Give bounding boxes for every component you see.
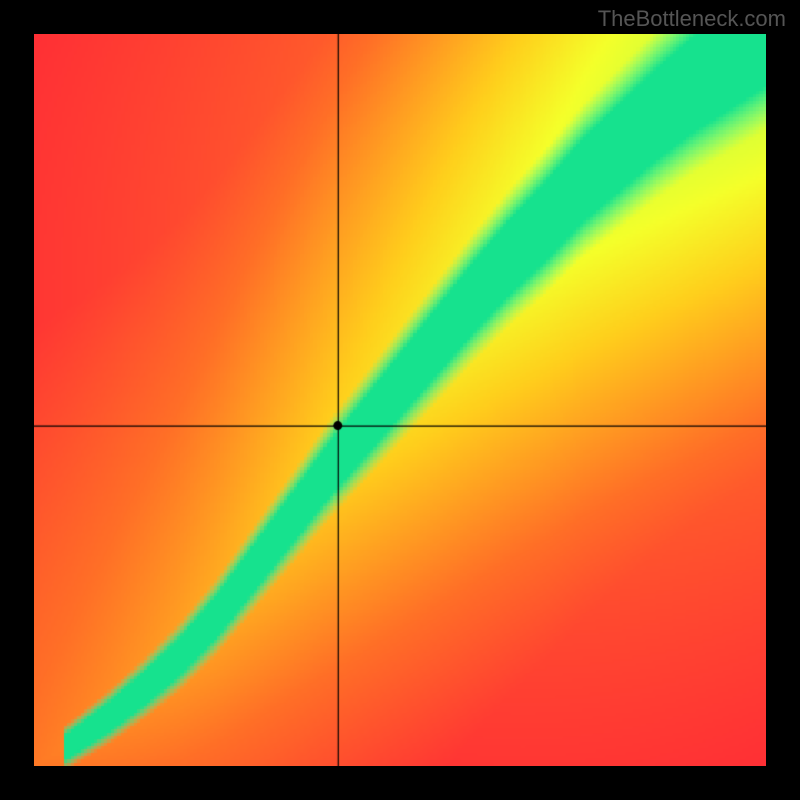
watermark-text: TheBottleneck.com <box>598 6 786 32</box>
chart-frame: TheBottleneck.com <box>0 0 800 800</box>
heatmap-plot <box>34 34 766 766</box>
heatmap-canvas <box>34 34 766 766</box>
